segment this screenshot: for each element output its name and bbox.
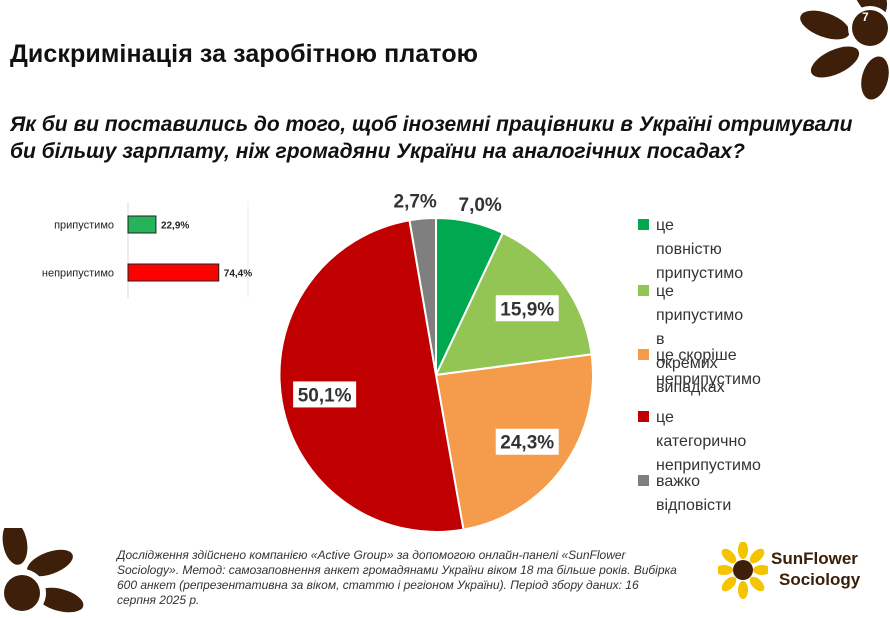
sunflower-decoration-top (800, 0, 890, 100)
legend-swatch (638, 285, 649, 296)
legend-item-acceptable-in-cases: це припустимо в окремих випадках (638, 280, 743, 400)
bar-category-label: неприпустимо (42, 268, 114, 280)
pie-value-label: 2,7% (394, 192, 437, 213)
bar (127, 263, 220, 282)
legend-swatch (638, 411, 649, 422)
legend-label: важко відповісти (656, 473, 732, 514)
pie-chart: 7,0% 15,9% 24,3% 50,1% 2,7% (278, 192, 595, 533)
legend-label: це скоріше неприпустимо (656, 347, 761, 388)
pie-value-label: 50,1% (298, 385, 352, 406)
legend-item-fully-acceptable: це повністю припустимо (638, 214, 743, 286)
legend-swatch (638, 349, 649, 360)
methodology-footnote: Дослідження здійснено компанією «Active … (117, 548, 677, 607)
brand-line-2: Sociology (779, 570, 861, 589)
pie-label-box (495, 428, 559, 455)
bar-value-label: 74,4% (224, 269, 252, 280)
pie-label-box (495, 295, 559, 322)
legend-swatch (638, 219, 649, 230)
legend-item-hard-to-say: важко відповісти (638, 470, 731, 518)
pie-value-label: 24,3% (500, 433, 554, 454)
legend-swatch (638, 475, 649, 486)
bar (127, 215, 157, 234)
legend-item-categorically-unacceptable: це категорично неприпустимо (638, 406, 761, 478)
legend-label: це повністю припустимо (656, 217, 744, 282)
pie-slice (408, 216, 437, 376)
bar-value-label: 22,9% (161, 221, 189, 232)
pie-slice (278, 219, 465, 533)
brand-name: SunFlower Sociology (771, 548, 860, 590)
page-number: 7 (862, 10, 869, 24)
summary-bar-chart: припустимо 22,9% неприпустимо 74,4% (42, 202, 252, 298)
legend-item-rather-unacceptable: це скоріше неприпустимо (638, 344, 761, 392)
brand-line-1: SunFlower (771, 549, 858, 568)
sunflower-logo-icon (718, 542, 768, 599)
survey-question: Як би ви поставились до того, щоб інозем… (10, 113, 853, 163)
bar-category-label: припустимо (54, 220, 114, 232)
pie-value-label: 15,9% (500, 299, 554, 320)
sunflower-decoration-bottom (0, 528, 84, 617)
legend-label: це припустимо в окремих випадках (656, 283, 744, 396)
pie-label-box (293, 381, 357, 408)
pie-value-label: 7,0% (459, 195, 502, 216)
legend-label: це категорично неприпустимо (656, 409, 761, 474)
page-title: Дискримінація за заробітною платою (10, 40, 479, 68)
